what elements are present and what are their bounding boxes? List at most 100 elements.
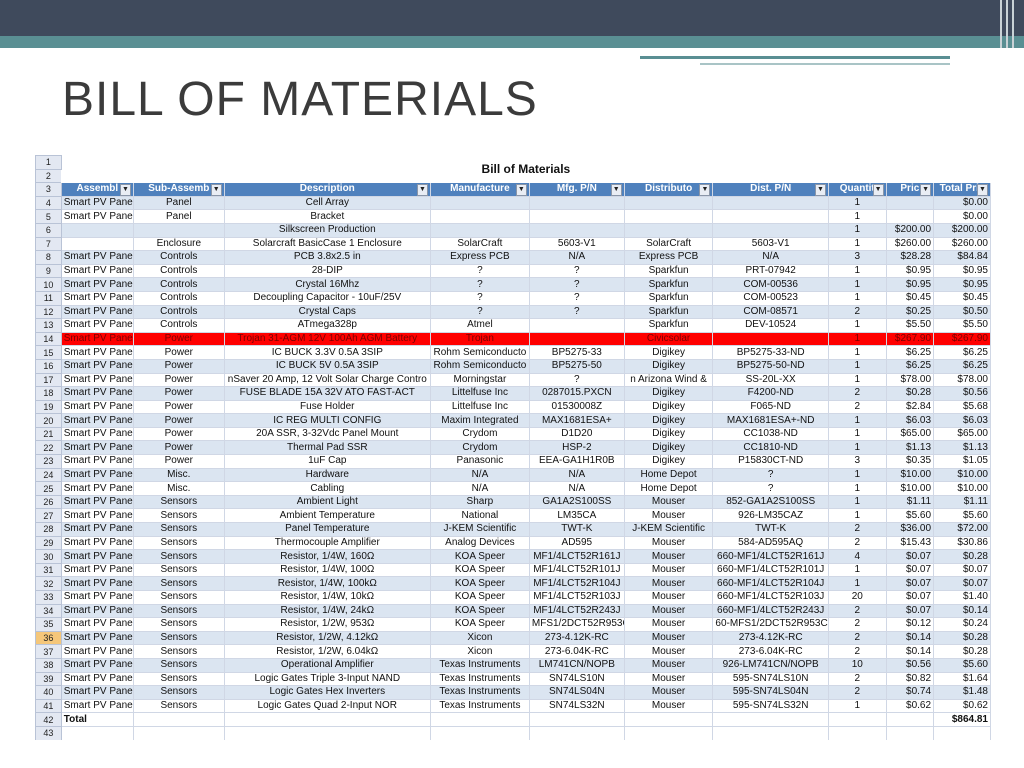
table-cell[interactable]: DEV-10524 <box>712 318 829 333</box>
table-cell[interactable]: Littelfuse Inc <box>429 386 530 401</box>
table-cell[interactable]: Controls <box>132 290 225 306</box>
row-number[interactable]: 37 <box>35 644 62 659</box>
table-cell[interactable]: Crystal 16Mhz <box>223 277 431 292</box>
table-cell[interactable]: $6.03 <box>933 413 991 428</box>
table-cell[interactable]: IC BUCK 5V 0.5A 3SIP <box>223 358 431 374</box>
table-cell[interactable]: SolarCraft <box>429 236 530 252</box>
table-cell[interactable]: ? <box>528 304 625 320</box>
table-cell[interactable]: $0.28 <box>933 630 991 646</box>
table-cell[interactable]: 660-MF1/4LCT52R243J <box>712 603 829 619</box>
row-number[interactable]: 25 <box>35 481 62 496</box>
table-cell[interactable] <box>528 222 625 238</box>
row-number[interactable]: 29 <box>35 535 62 551</box>
table-cell[interactable] <box>60 236 134 252</box>
filter-dropdown-icon[interactable]: ▼ <box>699 184 711 196</box>
table-cell[interactable]: SN74LS04N <box>528 685 625 700</box>
table-cell[interactable]: $65.00 <box>885 426 935 442</box>
table-cell[interactable]: Smart PV Pane <box>60 318 134 333</box>
row-number[interactable]: 34 <box>35 603 62 619</box>
table-cell[interactable]: ? <box>528 263 625 279</box>
table-cell[interactable]: $15.43 <box>885 535 935 551</box>
table-cell[interactable]: Hardware <box>223 467 431 483</box>
table-cell[interactable]: Digikey <box>623 399 714 415</box>
row-number[interactable]: 27 <box>35 508 62 524</box>
row-number[interactable]: 10 <box>35 277 62 292</box>
table-cell[interactable]: Smart PV Pane <box>60 698 134 714</box>
table-cell[interactable]: 10 <box>827 657 887 673</box>
table-cell[interactable]: 584-AD595AQ <box>712 535 829 551</box>
table-cell[interactable]: 1 <box>827 236 887 252</box>
table-cell[interactable]: FUSE BLADE 15A 32V ATO FAST-ACT <box>223 386 431 401</box>
table-cell[interactable]: $0.62 <box>885 698 935 714</box>
table-cell[interactable]: 926-LM35CAZ <box>712 508 829 524</box>
table-cell[interactable]: Controls <box>132 277 225 292</box>
table-cell[interactable]: Digikey <box>623 358 714 374</box>
table-cell[interactable]: Rohm Semiconducto <box>429 358 530 374</box>
table-cell[interactable]: 273-4.12K-RC <box>712 630 829 646</box>
row-number[interactable]: 6 <box>35 222 62 238</box>
table-cell[interactable]: F065-ND <box>712 399 829 415</box>
table-cell[interactable]: Mouser <box>623 657 714 673</box>
table-cell[interactable]: $78.00 <box>933 372 991 388</box>
table-cell[interactable]: 926-LM741CN/NOPB <box>712 657 829 673</box>
table-cell[interactable]: 60-MFS1/2DCT52R953C <box>712 617 829 632</box>
table-cell[interactable]: Texas Instruments <box>429 657 530 673</box>
table-cell[interactable]: $0.56 <box>933 386 991 401</box>
table-cell[interactable]: Power <box>132 440 225 456</box>
table-cell[interactable]: KOA Speer <box>429 549 530 564</box>
table-cell[interactable]: $28.28 <box>885 250 935 265</box>
table-cell[interactable]: Enclosure <box>132 236 225 252</box>
table-cell[interactable]: Smart PV Pane <box>60 345 134 360</box>
table-cell[interactable]: Resistor, 1/4W, 24kΩ <box>223 603 431 619</box>
table-cell[interactable]: 595-SN74LS10N <box>712 671 829 687</box>
table-cell[interactable]: Texas Instruments <box>429 698 530 714</box>
table-cell[interactable]: $0.07 <box>885 590 935 605</box>
table-cell[interactable]: Digikey <box>623 440 714 456</box>
table-cell[interactable]: $0.07 <box>885 576 935 591</box>
table-cell[interactable]: $78.00 <box>885 372 935 388</box>
table-cell[interactable]: Digikey <box>623 454 714 469</box>
table-cell[interactable]: 01530008Z <box>528 399 625 415</box>
table-cell[interactable]: Sensors <box>132 562 225 578</box>
table-cell[interactable] <box>132 712 225 727</box>
row-number[interactable]: 31 <box>35 562 62 578</box>
table-cell[interactable]: IC BUCK 3.3V 0.5A 3SIP <box>223 345 431 360</box>
table-cell[interactable]: Mouser <box>623 576 714 591</box>
table-cell[interactable]: Sensors <box>132 508 225 524</box>
table-cell[interactable]: Smart PV Pane <box>60 440 134 456</box>
table-cell[interactable]: Resistor, 1/4W, 100kΩ <box>223 576 431 591</box>
table-cell[interactable]: Power <box>132 426 225 442</box>
table-cell[interactable]: $0.56 <box>885 657 935 673</box>
table-cell[interactable]: BP5275-50-ND <box>712 358 829 374</box>
table-cell[interactable]: KOA Speer <box>429 617 530 632</box>
table-cell[interactable]: MF1/4LCT52R101J <box>528 562 625 578</box>
table-cell[interactable]: Power <box>132 386 225 401</box>
table-cell[interactable]: $0.25 <box>885 304 935 320</box>
table-cell[interactable]: $1.48 <box>933 685 991 700</box>
table-cell[interactable]: 1 <box>827 318 887 333</box>
table-cell[interactable]: KOA Speer <box>429 603 530 619</box>
table-cell[interactable]: $10.00 <box>885 467 935 483</box>
table-cell[interactable]: 273-6.04K-RC <box>528 644 625 659</box>
table-cell[interactable] <box>885 195 935 211</box>
table-cell[interactable]: J-KEM Scientific <box>623 522 714 537</box>
table-cell[interactable]: $0.07 <box>885 603 935 619</box>
table-cell[interactable] <box>885 712 935 727</box>
table-cell[interactable]: Sensors <box>132 685 225 700</box>
table-cell[interactable]: Power <box>132 331 225 347</box>
table-cell[interactable]: Sensors <box>132 590 225 605</box>
table-cell[interactable]: $200.00 <box>933 222 991 238</box>
table-cell[interactable]: Operational Amplifier <box>223 657 431 673</box>
table-cell[interactable]: KOA Speer <box>429 562 530 578</box>
table-cell[interactable]: Trojan <box>429 331 530 347</box>
filter-dropdown-icon[interactable]: ▼ <box>977 184 988 196</box>
table-cell[interactable]: P15830CT-ND <box>712 454 829 469</box>
table-cell[interactable]: 2 <box>827 644 887 659</box>
table-cell[interactable]: Home Depot <box>623 481 714 496</box>
table-cell[interactable]: Power <box>132 399 225 415</box>
table-cell[interactable]: EEA-GA1H1R0B <box>528 454 625 469</box>
table-cell[interactable]: ? <box>528 372 625 388</box>
table-cell[interactable]: 1 <box>827 209 887 224</box>
table-cell[interactable]: SS-20L-XX <box>712 372 829 388</box>
table-cell[interactable]: 852-GA1A2S100SS <box>712 494 829 510</box>
